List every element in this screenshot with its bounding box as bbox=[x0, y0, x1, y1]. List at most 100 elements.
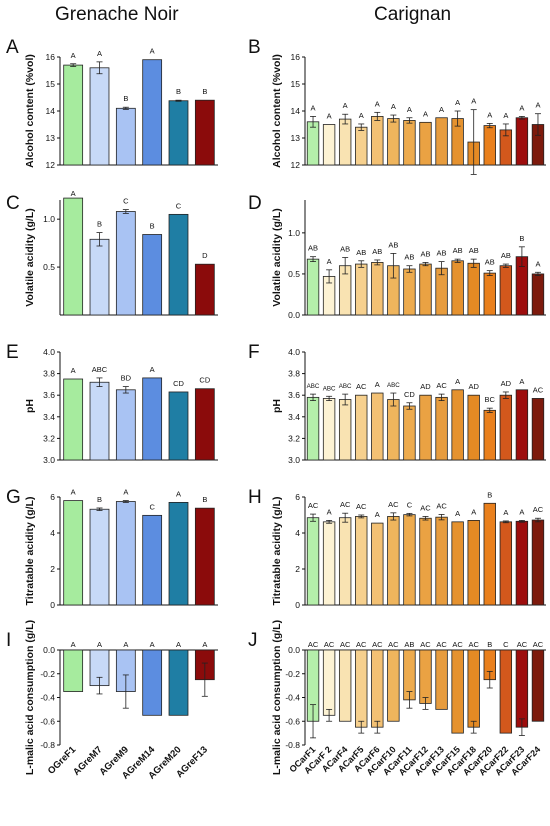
y-tick-label-c: 1.0 bbox=[43, 214, 55, 224]
significance-letter-e-2: BD bbox=[121, 374, 132, 383]
significance-letter-b-8: A bbox=[439, 105, 444, 114]
y-tick-label-i: -0.2 bbox=[40, 669, 55, 679]
significance-letter-b-1: A bbox=[327, 112, 332, 121]
bar-g-2 bbox=[115, 501, 136, 606]
y-tick-label-b: 12 bbox=[291, 160, 301, 170]
significance-letter-d-12: AB bbox=[501, 251, 511, 260]
significance-letter-g-5: B bbox=[202, 495, 207, 504]
y-axis-title-b: Alcohol content (%vol) bbox=[271, 54, 283, 168]
significance-letter-j-1: AC bbox=[324, 640, 335, 649]
significance-letter-a-2: B bbox=[123, 94, 128, 103]
significance-letter-d-8: AB bbox=[437, 249, 447, 258]
bar-j-7 bbox=[419, 649, 432, 704]
significance-letter-f-6: CD bbox=[404, 390, 415, 399]
y-tick-label-e: 3.6 bbox=[43, 390, 55, 400]
bar-a-5 bbox=[194, 99, 215, 166]
significance-letter-f-4: A bbox=[375, 380, 380, 389]
bar-h-6 bbox=[403, 514, 416, 606]
significance-letter-j-14: AC bbox=[533, 640, 544, 649]
bar-h-5 bbox=[387, 516, 400, 606]
bar-j-5 bbox=[387, 649, 400, 722]
significance-letter-b-7: A bbox=[423, 109, 428, 118]
y-tick-label-g: 0 bbox=[50, 600, 55, 610]
bar-f-11 bbox=[483, 409, 496, 461]
bar-f-0 bbox=[306, 396, 320, 461]
significance-letter-f-2: ABC bbox=[339, 383, 352, 390]
significance-letter-h-6: C bbox=[407, 500, 413, 509]
y-axis-title-e: pH bbox=[24, 399, 36, 413]
y-tick-label-e: 3.2 bbox=[43, 433, 55, 443]
significance-letter-h-11: B bbox=[487, 490, 492, 499]
panel-letter-c: C bbox=[6, 193, 20, 214]
bar-i-3 bbox=[142, 649, 163, 716]
bar-b-5 bbox=[387, 118, 400, 166]
bar-a-0 bbox=[63, 64, 84, 166]
significance-letter-j-3: AC bbox=[356, 640, 367, 649]
significance-letter-a-3: A bbox=[150, 47, 155, 56]
y-axis-title-j: L-malic acid consumption (g/L) bbox=[271, 620, 283, 775]
significance-letter-e-1: ABC bbox=[92, 365, 108, 374]
panel-letter-h: H bbox=[248, 487, 262, 508]
significance-letter-h-10: A bbox=[471, 507, 476, 516]
significance-letter-f-9: A bbox=[455, 377, 460, 386]
bar-f-7 bbox=[419, 394, 432, 461]
panel-letter-b: B bbox=[248, 37, 261, 58]
y-tick-label-b: 14 bbox=[291, 106, 301, 116]
significance-letter-b-14: A bbox=[535, 101, 540, 110]
significance-letter-a-0: A bbox=[71, 51, 76, 60]
significance-letter-f-0: ABC bbox=[307, 383, 320, 390]
significance-letter-f-5: ABC bbox=[387, 382, 400, 389]
bar-f-3 bbox=[355, 394, 368, 461]
significance-letter-e-0: A bbox=[71, 366, 76, 375]
significance-letter-a-5: B bbox=[202, 87, 207, 96]
panel-letter-g: G bbox=[6, 487, 21, 508]
significance-letter-h-5: AC bbox=[388, 500, 399, 509]
y-tick-label-i: -0.8 bbox=[40, 740, 55, 750]
significance-letter-e-3: A bbox=[150, 365, 155, 374]
grenache-column-title: Grenache Noir bbox=[55, 4, 179, 25]
bar-b-4 bbox=[371, 116, 384, 166]
bar-c-1 bbox=[89, 238, 110, 316]
significance-letter-g-0: A bbox=[71, 488, 76, 497]
significance-letter-d-9: AB bbox=[453, 246, 463, 255]
significance-letter-i-3: A bbox=[150, 640, 155, 649]
bar-j-13 bbox=[515, 649, 529, 728]
significance-letter-h-13: A bbox=[519, 507, 524, 516]
bar-j-3 bbox=[355, 649, 368, 728]
y-tick-label-i: 0.0 bbox=[43, 645, 55, 655]
significance-letter-b-4: A bbox=[375, 99, 380, 108]
significance-letter-b-3: A bbox=[359, 111, 364, 120]
bar-h-14 bbox=[531, 519, 545, 606]
y-tick-label-f: 3.6 bbox=[288, 390, 300, 400]
bar-b-13 bbox=[515, 117, 529, 166]
bar-h-11 bbox=[483, 502, 496, 606]
significance-letter-h-14: AC bbox=[533, 505, 544, 514]
y-axis-title-i: L-malic acid consumption (g/L) bbox=[24, 620, 36, 775]
bar-g-5 bbox=[194, 507, 215, 606]
bar-i-0 bbox=[63, 649, 84, 692]
significance-letter-c-3: B bbox=[150, 222, 155, 231]
significance-letter-j-0: AC bbox=[308, 640, 319, 649]
y-tick-label-j: -0.2 bbox=[285, 669, 300, 679]
significance-letter-b-5: A bbox=[391, 102, 396, 111]
bar-f-10 bbox=[467, 394, 480, 461]
y-axis-title-f: pH bbox=[271, 399, 283, 413]
bar-a-4 bbox=[168, 100, 189, 166]
bar-f-2 bbox=[338, 399, 352, 461]
y-tick-label-d: 1.0 bbox=[288, 228, 300, 238]
y-axis-title-c: Volatile acidity (g/L) bbox=[24, 208, 36, 306]
significance-letter-h-8: AC bbox=[436, 501, 447, 510]
y-tick-label-j: -0.6 bbox=[285, 716, 300, 726]
significance-letter-j-8: AC bbox=[436, 640, 447, 649]
significance-letter-i-4: A bbox=[176, 640, 181, 649]
y-axis-title-h: Titratable acidity (g/L) bbox=[271, 497, 283, 606]
significance-letter-d-7: AB bbox=[420, 249, 430, 258]
significance-letter-f-14: AC bbox=[533, 385, 544, 394]
significance-letter-d-14: A bbox=[535, 259, 540, 268]
significance-letter-h-1: A bbox=[327, 507, 332, 516]
significance-letter-j-10: AC bbox=[468, 640, 479, 649]
significance-letter-h-0: AC bbox=[308, 501, 319, 510]
bar-d-11 bbox=[483, 272, 496, 316]
bar-c-4 bbox=[168, 213, 189, 316]
